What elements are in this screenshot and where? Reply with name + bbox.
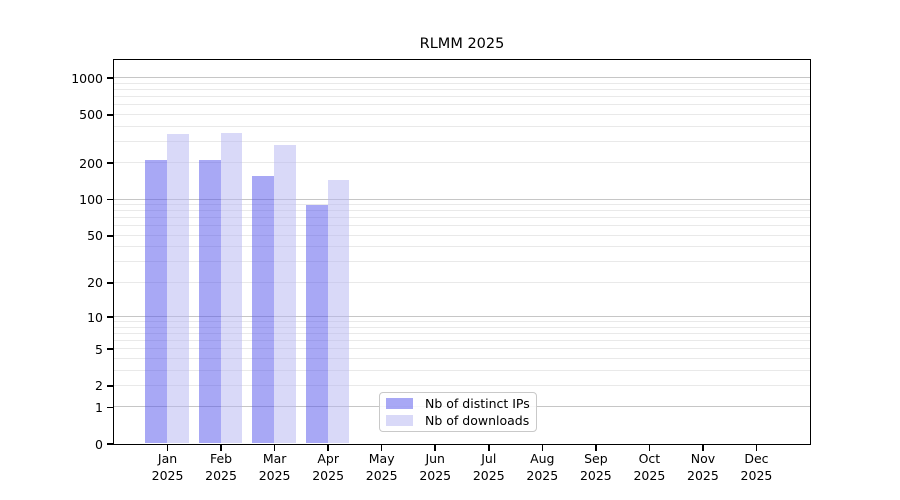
minor-gridline (113, 339, 810, 341)
minor-gridline (113, 82, 810, 84)
minor-gridline (113, 113, 810, 115)
plot-area (112, 58, 811, 445)
legend-entry-downloads: Nb of downloads (386, 412, 530, 429)
y-axis-tick (107, 348, 113, 350)
y-axis-tick-label: 50 (87, 228, 103, 244)
x-axis-tick (327, 444, 329, 451)
x-axis-tick (273, 444, 276, 451)
y-axis-tick (107, 198, 113, 201)
x-axis-tick (755, 444, 758, 451)
x-axis-tick-label: Feb 2025 (205, 451, 237, 483)
y-axis-tick (107, 385, 113, 387)
x-axis-tick-label: Jun 2025 (419, 451, 452, 483)
y-axis-tick-label: 10 (87, 309, 103, 325)
x-axis-tick (434, 444, 436, 451)
y-axis-tick-label: 1000 (71, 70, 103, 86)
y-axis-tick-label: 0 (95, 436, 103, 452)
x-axis-tick-label: May 2025 (365, 451, 398, 483)
x-axis-tick-label: Oct 2025 (633, 451, 666, 483)
minor-gridline (113, 384, 810, 386)
x-axis-tick-label: Apr 2025 (312, 451, 345, 483)
major-gridline (113, 316, 810, 318)
y-axis-tick (107, 77, 113, 79)
y-axis-tick (107, 443, 113, 445)
x-axis-tick (166, 444, 169, 451)
bar-downloads (220, 133, 243, 444)
minor-gridline (113, 369, 810, 371)
y-axis-tick-label: 500 (79, 107, 103, 123)
x-axis-tick-label: Dec 2025 (740, 451, 773, 483)
minor-gridline (113, 246, 810, 248)
minor-gridline (113, 225, 810, 227)
legend-label-distinct-ips: Nb of distinct IPs (425, 396, 530, 411)
minor-gridline (113, 234, 810, 236)
y-axis-tick-label: 2 (95, 378, 103, 394)
y-axis-tick-label: 200 (79, 155, 103, 171)
y-axis-tick-label: 100 (79, 192, 103, 208)
legend-label-downloads: Nb of downloads (425, 413, 530, 428)
minor-gridline (113, 348, 810, 350)
minor-gridline (113, 326, 810, 328)
minor-gridline (113, 162, 810, 164)
bar-distinct-ips (198, 160, 221, 444)
bar-downloads (327, 180, 350, 444)
minor-gridline (113, 104, 810, 106)
y-axis-tick-label: 1 (95, 399, 103, 415)
bar-distinct-ips (252, 176, 275, 444)
major-gridline (113, 198, 810, 200)
minor-gridline (113, 125, 810, 127)
x-axis-tick (220, 444, 222, 451)
x-axis-tick (380, 444, 383, 451)
minor-gridline (113, 217, 810, 219)
x-axis-tick-label: Jul 2025 (472, 451, 505, 483)
minor-gridline (113, 96, 810, 98)
x-axis-tick-label: Sep 2025 (579, 451, 612, 483)
bar-distinct-ips (305, 204, 328, 444)
major-gridline (113, 77, 810, 79)
minor-gridline (113, 140, 810, 142)
minor-gridline (113, 281, 810, 283)
y-axis-tick (107, 282, 113, 284)
x-axis-tick (702, 444, 704, 451)
x-axis-tick-label: Nov 2025 (687, 451, 719, 483)
legend-entry-distinct-ips: Nb of distinct IPs (386, 395, 530, 412)
x-axis-tick (541, 444, 544, 451)
minor-gridline (113, 321, 810, 323)
legend-swatch-distinct-ips (386, 398, 413, 409)
y-axis-tick (107, 316, 113, 318)
x-axis-tick-label: Aug 2025 (526, 451, 559, 483)
x-axis-tick-label: Mar 2025 (258, 451, 291, 483)
legend-swatch-downloads (386, 415, 413, 426)
bar-downloads (274, 145, 296, 444)
bar-downloads (167, 133, 189, 444)
bar-distinct-ips (145, 160, 168, 444)
legend: Nb of distinct IPs Nb of downloads (379, 392, 537, 432)
minor-gridline (113, 204, 810, 206)
y-axis-tick (107, 406, 113, 409)
y-axis-tick (107, 114, 113, 116)
x-axis-tick (595, 444, 597, 451)
y-axis-tick (107, 235, 113, 237)
minor-gridline (113, 210, 810, 212)
minor-gridline (113, 261, 810, 263)
minor-gridline (113, 332, 810, 334)
x-axis-tick (648, 444, 651, 451)
minor-gridline (113, 89, 810, 91)
x-axis-tick-label: Jan 2025 (151, 451, 184, 483)
y-axis-tick (107, 162, 113, 164)
x-axis-tick (488, 444, 490, 451)
minor-gridline (113, 357, 810, 359)
y-axis-tick-label: 5 (95, 341, 103, 357)
y-axis-tick-label: 20 (87, 275, 103, 291)
chart-title: RLMM 2025 (419, 36, 505, 52)
